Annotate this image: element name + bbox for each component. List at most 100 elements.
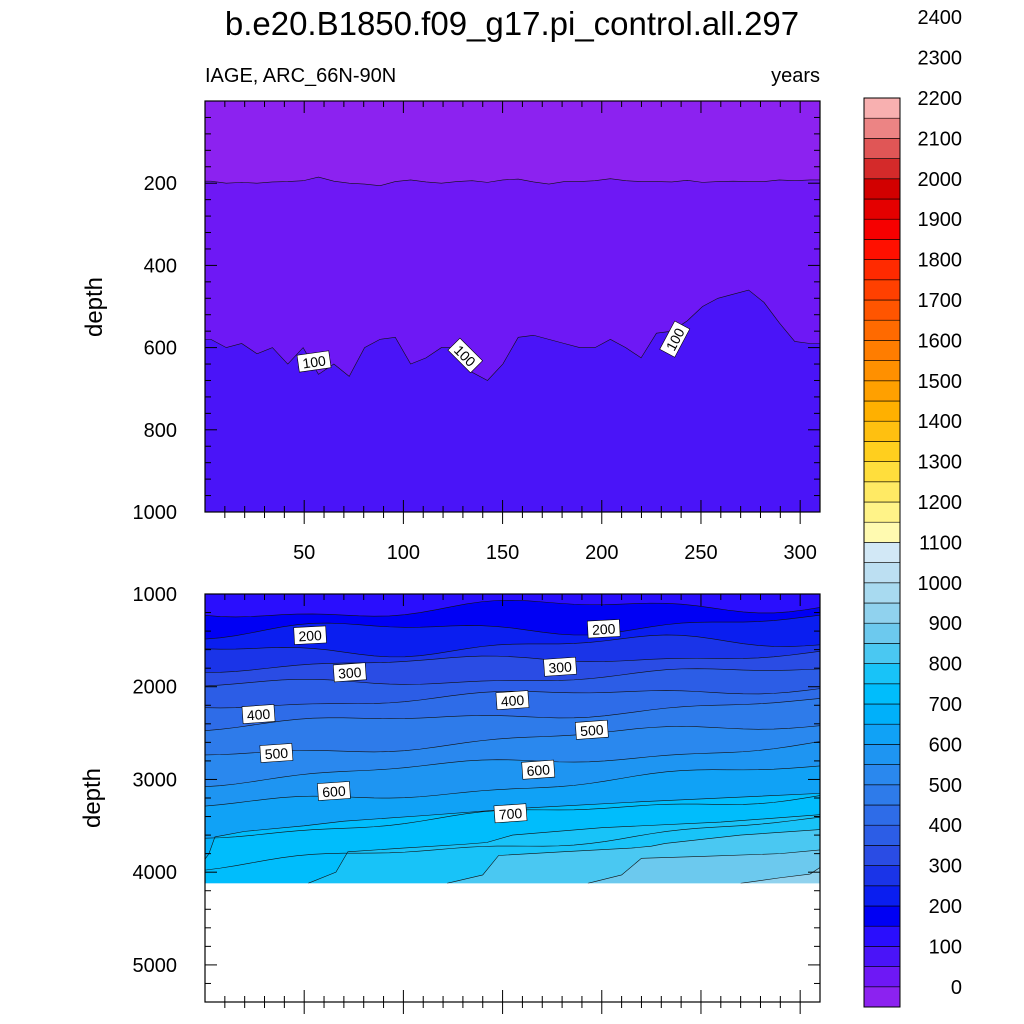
colorbar-swatch: [863, 723, 901, 745]
colorbar-swatch: [863, 966, 901, 988]
lower-contour-line-600: [204, 741, 821, 787]
lower-y-axis-label: depth: [79, 768, 106, 828]
colorbar-swatch: [863, 481, 901, 503]
colorbar-swatch: [863, 218, 901, 240]
colorbar-label: 1900: [918, 209, 963, 231]
lower-contour-label: 500: [574, 719, 609, 740]
upper-x-tick-label: 250: [684, 542, 717, 564]
lower-y-tick-label: 4000: [133, 862, 178, 884]
colorbar-swatch: [863, 521, 901, 543]
lower-contour-label-box: [586, 619, 621, 639]
colorbar-swatch: [863, 360, 901, 382]
upper-contour-label: 100: [296, 350, 332, 373]
colorbar-swatch: [863, 562, 901, 584]
colorbar-swatch: [863, 845, 901, 866]
upper-y-tick-label: 200: [144, 173, 177, 195]
colorbar-label: 1200: [918, 492, 963, 514]
lower-contour-label-text: 200: [298, 627, 322, 644]
lower-contour-label-box: [521, 759, 556, 780]
lower-contour-label-text: 600: [526, 761, 551, 779]
lower-contour-label-box: [293, 625, 327, 645]
lower-contour-label: 600: [521, 759, 556, 780]
colorbar-swatch: [863, 643, 901, 664]
units-label: years: [771, 65, 820, 87]
upper-x-tick-label: 100: [387, 542, 420, 564]
colorbar-label: 2200: [918, 88, 963, 110]
colorbar-label: 1500: [918, 371, 963, 393]
colorbar-swatch: [863, 885, 901, 907]
colorbar-swatch: [863, 986, 901, 1008]
colorbar-swatch: [863, 703, 901, 725]
lower-contour-label: 200: [293, 625, 327, 645]
upper-x-tick-label: 150: [486, 542, 519, 564]
lower-contour-label: 600: [317, 781, 351, 801]
lower-contour-label-text: 700: [498, 805, 523, 823]
lower-contour-label-text: 600: [322, 783, 347, 801]
colorbar-swatch: [863, 380, 901, 402]
lower-panel-plot: 1000 2000 3000 4000 5000 200 200 300 300 400 400 50…: [133, 584, 821, 1014]
upper-contour-label-box: [296, 350, 332, 373]
colorbar-label: 1400: [918, 411, 963, 433]
colorbar-swatch: [863, 744, 901, 765]
colorbar-label: 2000: [918, 169, 963, 191]
upper-contour-line-100: [205, 289, 820, 381]
colorbar-swatch: [863, 946, 901, 967]
lower-contour-label-text: 500: [264, 745, 289, 763]
lower-contour-label-box: [574, 719, 609, 740]
colorbar-swatch: [863, 178, 901, 200]
lower-contour-label-text: 400: [246, 706, 271, 724]
lower-contour-label-text: 400: [500, 692, 525, 710]
lower-contour-label-text: 200: [592, 621, 616, 638]
colorbar-swatch: [863, 602, 901, 624]
lower-contour-label-box: [543, 656, 577, 677]
upper-x-tick-label: 50: [293, 542, 315, 564]
lower-contour-line-800: [308, 814, 821, 884]
colorbar-swatch: [863, 319, 901, 341]
colorbar-swatch: [863, 683, 901, 705]
colorbar-swatch: [863, 582, 901, 604]
lower-missing-data-area: [205, 883, 820, 1002]
lower-contour-label: 300: [543, 656, 577, 677]
colorbar-label: 400: [929, 815, 962, 837]
lower-contour-label: 200: [586, 619, 621, 639]
lower-contour-line-500: [204, 698, 821, 731]
colorbar-swatch: [863, 279, 901, 301]
lower-contour-line-350: [204, 651, 821, 673]
lower-contour-label-text: 300: [338, 664, 363, 682]
chart-title: b.e20.B1850.f09_g17.pi_control.all.297: [225, 5, 799, 42]
colorbar-swatch: [863, 501, 901, 523]
colorbar-swatch: [863, 400, 901, 422]
upper-y-tick-label: 600: [144, 338, 177, 360]
colorbar-label: 600: [929, 734, 962, 756]
lower-contour-line-750: [204, 816, 821, 871]
colorbar-label: 100: [929, 936, 962, 958]
lower-contour-label: 400: [241, 704, 276, 724]
upper-contour-label-box: [659, 320, 691, 358]
upper-plot-frame: [204, 100, 821, 513]
variable-region-label: IAGE, ARC_66N-90N: [205, 65, 396, 87]
colorbar-swatch: [863, 663, 901, 685]
lower-contour-label: 400: [495, 690, 530, 711]
colorbar-swatch: [863, 117, 901, 139]
upper-y-tick-label: 400: [144, 255, 177, 277]
upper-y-tick-label: 1000: [133, 502, 178, 524]
colorbar-label: 1700: [918, 290, 963, 312]
lower-fill-950: [740, 867, 820, 884]
colorbar-swatch: [863, 259, 901, 281]
upper-contour-line-0: [205, 176, 820, 186]
colorbar-swatch: [863, 542, 901, 563]
colorbar-swatch: [863, 299, 901, 321]
lower-contour-label-box: [493, 803, 528, 824]
colorbar-label: 200: [929, 896, 962, 918]
upper-y-axis-label: depth: [81, 277, 108, 337]
colorbar-swatch: [863, 158, 901, 180]
colorbar-label: 2300: [918, 48, 963, 70]
colorbar-swatch: [863, 138, 901, 159]
lower-contour-line-550: [204, 725, 821, 756]
colorbar-label: 800: [929, 654, 962, 676]
upper-x-tick-label: 300: [783, 542, 816, 564]
lower-contour-label-box: [317, 781, 351, 801]
lower-y-tick-label: 5000: [133, 955, 178, 977]
lower-contour-line-200: [204, 599, 821, 618]
